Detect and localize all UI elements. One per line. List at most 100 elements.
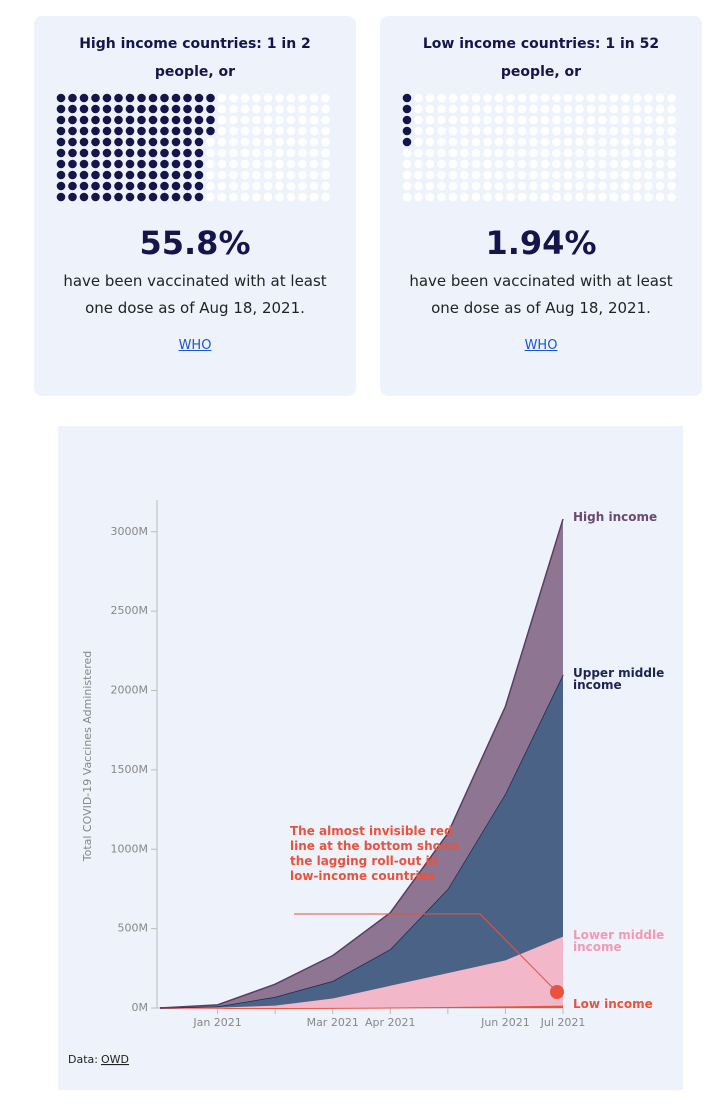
- series-label-box: High income: [573, 511, 657, 523]
- dot: [402, 170, 412, 180]
- dot: [575, 159, 584, 169]
- dot: [275, 104, 284, 114]
- dot: [644, 192, 653, 202]
- dot: [460, 170, 469, 180]
- dot: [655, 137, 665, 147]
- dot: [632, 93, 642, 103]
- dot: [229, 181, 238, 191]
- dot: [448, 93, 458, 103]
- dot: [448, 170, 458, 180]
- dot: [506, 115, 515, 125]
- dot: [91, 170, 100, 180]
- dot: [229, 192, 238, 202]
- dot: [471, 104, 481, 114]
- dot: [309, 148, 319, 158]
- dot: [68, 93, 77, 103]
- dot: [263, 148, 273, 158]
- dot: [471, 93, 481, 103]
- dot: [148, 126, 158, 136]
- dot: [148, 192, 158, 202]
- dot: [102, 192, 112, 202]
- dot: [414, 115, 423, 125]
- dot: [56, 181, 66, 191]
- dot: [506, 159, 515, 169]
- dot: [575, 93, 584, 103]
- dot: [56, 192, 66, 202]
- y-tick-label: 2500M: [111, 604, 149, 617]
- dot: [494, 93, 504, 103]
- dot: [275, 192, 284, 202]
- dot: [286, 181, 296, 191]
- dot: [471, 126, 481, 136]
- dot: [148, 148, 158, 158]
- dot: [517, 181, 527, 191]
- series-label: Upper middle income: [573, 666, 665, 692]
- dot: [56, 159, 66, 169]
- source-link[interactable]: OWD: [101, 1053, 129, 1066]
- dot: [125, 170, 135, 180]
- dot: [609, 192, 619, 202]
- dot: [321, 115, 330, 125]
- dot: [563, 148, 573, 158]
- dot: [194, 148, 204, 158]
- x-tick-label: Mar 2021: [307, 1016, 359, 1029]
- dot: [540, 137, 550, 147]
- dot: [667, 137, 676, 147]
- dot: [125, 181, 135, 191]
- dot: [183, 115, 192, 125]
- dot: [137, 115, 146, 125]
- dot: [217, 93, 227, 103]
- dot: [460, 137, 469, 147]
- dot: [632, 115, 642, 125]
- dot: [240, 170, 250, 180]
- dot: [183, 181, 192, 191]
- dot: [125, 137, 135, 147]
- description: have been vaccinated with at least one d…: [409, 272, 673, 317]
- dot: [655, 126, 665, 136]
- dot: [632, 148, 642, 158]
- dot: [240, 159, 250, 169]
- dot: [425, 137, 435, 147]
- source-link[interactable]: WHO: [178, 338, 212, 353]
- y-tick-label: 0M: [132, 1001, 149, 1014]
- dot: [275, 93, 284, 103]
- area: [160, 519, 563, 1008]
- dot: [552, 137, 561, 147]
- dot: [79, 93, 89, 103]
- dot: [414, 159, 423, 169]
- dot: [194, 104, 204, 114]
- dot: [529, 159, 538, 169]
- dot: [240, 137, 250, 147]
- dot: [171, 159, 181, 169]
- dot: [321, 192, 330, 202]
- x-tick-label: Jul 2021: [540, 1016, 586, 1029]
- dot: [437, 181, 446, 191]
- y-tick-label: 2000M: [111, 684, 149, 697]
- dot: [448, 104, 458, 114]
- dot: [460, 115, 469, 125]
- dot: [448, 159, 458, 169]
- dot: [402, 126, 412, 136]
- dot: [194, 159, 204, 169]
- source-link[interactable]: WHO: [524, 338, 558, 353]
- dot: [632, 192, 642, 202]
- dot: [448, 192, 458, 202]
- dot: [506, 104, 515, 114]
- dot: [125, 115, 135, 125]
- dot: [286, 159, 296, 169]
- dot: [68, 137, 77, 147]
- dot: [91, 115, 100, 125]
- dot: [114, 159, 123, 169]
- dot: [425, 115, 435, 125]
- dot: [56, 148, 66, 158]
- dot: [494, 181, 504, 191]
- dot: [183, 192, 192, 202]
- dot: [137, 181, 146, 191]
- dot: [517, 159, 527, 169]
- dot: [609, 148, 619, 158]
- dot: [263, 192, 273, 202]
- dot: [148, 137, 158, 147]
- dot: [194, 126, 204, 136]
- dot: [586, 148, 596, 158]
- dot: [171, 170, 181, 180]
